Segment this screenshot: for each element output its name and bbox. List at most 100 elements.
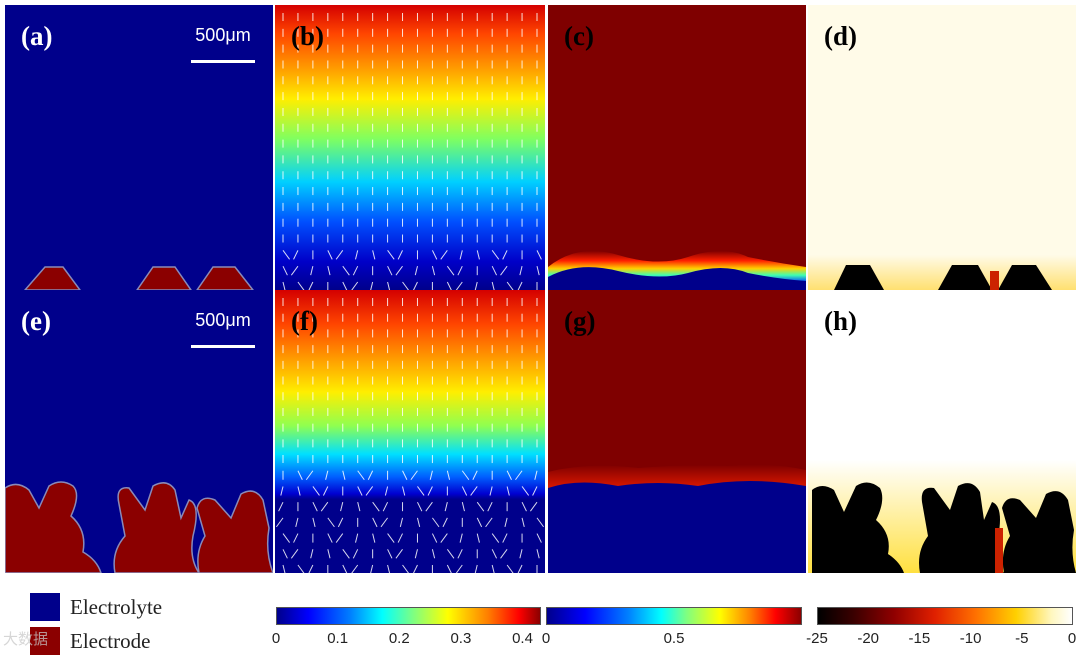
flux-arrow bbox=[431, 250, 438, 260]
flux-arrow bbox=[472, 470, 478, 480]
flux-arrow bbox=[517, 281, 523, 290]
panel-b: (b) bbox=[275, 5, 545, 290]
colorbar-2-tick-1: -20 bbox=[857, 630, 880, 647]
flux-arrow bbox=[476, 250, 480, 260]
flux-arrow bbox=[432, 517, 440, 528]
flux-arrow bbox=[327, 549, 331, 559]
colorbar-0-tick-3: 0.3 bbox=[450, 630, 472, 647]
flux-arrow bbox=[534, 470, 538, 480]
flux-arrow bbox=[536, 517, 545, 528]
flux-arrow bbox=[342, 564, 348, 573]
flux-arrow bbox=[446, 265, 455, 276]
flux-arrow bbox=[340, 502, 344, 512]
flux-arrow bbox=[459, 533, 463, 543]
flux-arrow bbox=[372, 517, 378, 528]
flux-arrow bbox=[278, 501, 284, 512]
flux-arrows-f bbox=[275, 298, 545, 573]
legend-electrode: Electrode bbox=[30, 627, 150, 655]
flux-arrow bbox=[327, 517, 335, 528]
flux-arrow bbox=[312, 486, 320, 496]
concentration-field-g bbox=[548, 464, 806, 573]
flux-arrow bbox=[431, 533, 438, 543]
flux-arrow bbox=[387, 533, 395, 543]
flux-arrow bbox=[502, 533, 508, 543]
flux-arrow bbox=[312, 501, 318, 512]
flux-arrow bbox=[491, 564, 495, 573]
flux-arrow bbox=[370, 281, 374, 290]
flux-arrow bbox=[382, 501, 389, 512]
scale-bar-text: 500μm bbox=[195, 310, 251, 330]
flux-arrow bbox=[357, 502, 361, 512]
scale-bar-line bbox=[191, 345, 255, 348]
flux-arrow bbox=[536, 533, 542, 543]
flux-arrow bbox=[536, 250, 542, 260]
colorbar-2-tick-0: -25 bbox=[806, 630, 828, 647]
scale-bar-text: 500μm bbox=[195, 25, 251, 45]
flux-arrow bbox=[446, 548, 455, 559]
flux-arrow bbox=[342, 281, 348, 290]
flux-arrow bbox=[414, 549, 418, 559]
flux-arrow bbox=[365, 486, 374, 496]
panel-label-a: (a) bbox=[21, 21, 53, 51]
flux-arrow bbox=[485, 517, 493, 528]
legend-label-electrolyte: Electrolyte bbox=[70, 594, 163, 619]
legend-swatch-electrode bbox=[30, 627, 60, 655]
flux-arrow bbox=[442, 517, 448, 528]
flux-arrow bbox=[308, 564, 314, 573]
flux-arrow bbox=[515, 470, 523, 481]
flux-arrow bbox=[387, 281, 391, 290]
flux-arrow bbox=[357, 470, 365, 481]
flux-arrow bbox=[431, 549, 436, 559]
watermark: 大数据 bbox=[3, 630, 49, 648]
flux-arrow bbox=[387, 564, 391, 573]
flux-arrow bbox=[470, 486, 478, 496]
colorbar-0-tick-2: 0.2 bbox=[388, 630, 410, 647]
flux-arrow bbox=[413, 281, 418, 290]
flux-arrow bbox=[367, 470, 374, 480]
flux-arrow bbox=[461, 502, 465, 512]
flux-arrow bbox=[308, 281, 314, 290]
flux-arrow bbox=[425, 501, 433, 512]
flux-arrow bbox=[357, 486, 363, 496]
flux-arrow bbox=[502, 250, 508, 260]
flux-arrow bbox=[491, 281, 495, 290]
flux-arrow bbox=[387, 250, 395, 260]
flux-arrow bbox=[491, 533, 500, 543]
flux-arrow bbox=[402, 470, 408, 480]
flux-arrow bbox=[290, 548, 299, 559]
panel-f: (f) bbox=[275, 290, 545, 573]
colorbar-2-tick-4: -5 bbox=[1015, 630, 1029, 647]
flux-arrow bbox=[399, 517, 404, 528]
panel-h: (h) bbox=[808, 290, 1076, 573]
colorbar-current bbox=[276, 607, 541, 625]
flux-arrow bbox=[297, 486, 301, 496]
flux-arrow bbox=[461, 470, 470, 481]
flux-arrow bbox=[455, 281, 463, 290]
flux-arrow bbox=[372, 250, 376, 260]
flux-arrow bbox=[446, 281, 452, 290]
flux-arrow bbox=[335, 250, 344, 260]
potential-field-h bbox=[808, 460, 1076, 573]
flux-arrow bbox=[387, 265, 393, 276]
flux-arrow bbox=[414, 266, 418, 276]
flux-arrow bbox=[461, 486, 468, 496]
colorbar-potential bbox=[817, 607, 1073, 625]
flux-arrow bbox=[282, 549, 288, 559]
legend-label-electrode: Electrode bbox=[70, 628, 151, 653]
panel-label-c: (c) bbox=[564, 21, 594, 51]
flux-arrow bbox=[444, 502, 448, 512]
flux-arrow bbox=[476, 517, 483, 528]
flux-arrow bbox=[352, 549, 359, 559]
flux-arrow bbox=[282, 281, 286, 290]
flux-arrow bbox=[417, 501, 423, 512]
colorbar-0-tick-0: 0 bbox=[271, 630, 281, 647]
flux-arrow bbox=[320, 501, 329, 512]
flux-arrow bbox=[282, 533, 291, 543]
flux-arrow bbox=[395, 548, 403, 559]
colorbar-concentration bbox=[546, 607, 802, 625]
flux-arrow bbox=[500, 265, 508, 276]
flux-arrow bbox=[417, 486, 425, 496]
panel-c: (c) bbox=[548, 5, 806, 290]
flux-arrow bbox=[402, 564, 410, 573]
flux-arrow bbox=[342, 548, 350, 559]
